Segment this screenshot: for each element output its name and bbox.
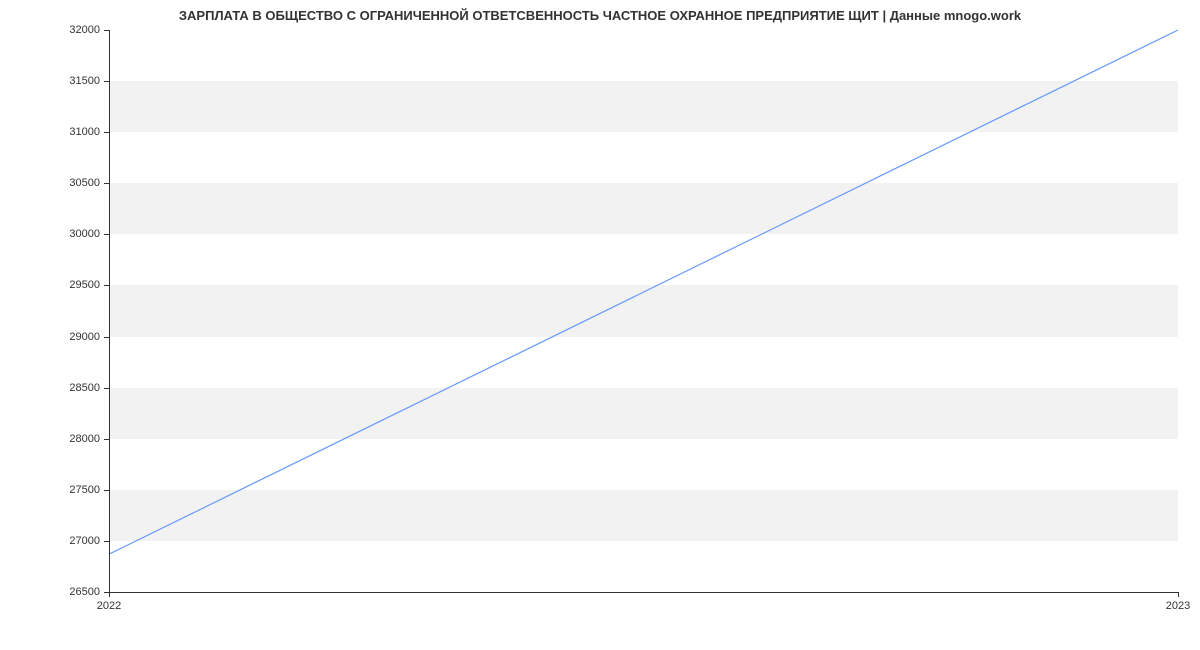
x-axis-line — [109, 592, 1178, 593]
plot-area — [109, 30, 1178, 592]
y-tick-label: 28000 — [69, 433, 100, 445]
y-axis-line — [109, 30, 110, 592]
y-tick-label: 30500 — [69, 177, 100, 189]
y-tick-mark — [104, 81, 109, 82]
y-tick-mark — [104, 234, 109, 235]
x-tick-label: 2023 — [1166, 600, 1190, 612]
line-series — [109, 30, 1178, 554]
y-tick-label: 26500 — [69, 586, 100, 598]
y-tick-label: 27500 — [69, 484, 100, 496]
line-series-layer — [109, 30, 1178, 592]
y-tick-label: 29500 — [69, 279, 100, 291]
y-tick-mark — [104, 30, 109, 31]
y-tick-label: 27000 — [69, 535, 100, 547]
y-tick-label: 28500 — [69, 382, 100, 394]
y-tick-mark — [104, 285, 109, 286]
y-tick-mark — [104, 183, 109, 184]
y-tick-mark — [104, 439, 109, 440]
y-tick-mark — [104, 337, 109, 338]
y-tick-mark — [104, 132, 109, 133]
y-tick-mark — [104, 388, 109, 389]
y-tick-mark — [104, 490, 109, 491]
chart-container: { "chart": { "type": "line", "title": "З… — [0, 0, 1200, 650]
y-tick-label: 31500 — [69, 75, 100, 87]
x-tick-mark — [1178, 592, 1179, 597]
x-tick-mark — [109, 592, 110, 597]
y-tick-mark — [104, 541, 109, 542]
y-tick-label: 31000 — [69, 126, 100, 138]
chart-title: ЗАРПЛАТА В ОБЩЕСТВО С ОГРАНИЧЕННОЙ ОТВЕТ… — [0, 8, 1200, 23]
y-tick-label: 30000 — [69, 228, 100, 240]
y-tick-label: 29000 — [69, 331, 100, 343]
y-tick-label: 32000 — [69, 24, 100, 36]
x-tick-label: 2022 — [97, 600, 121, 612]
